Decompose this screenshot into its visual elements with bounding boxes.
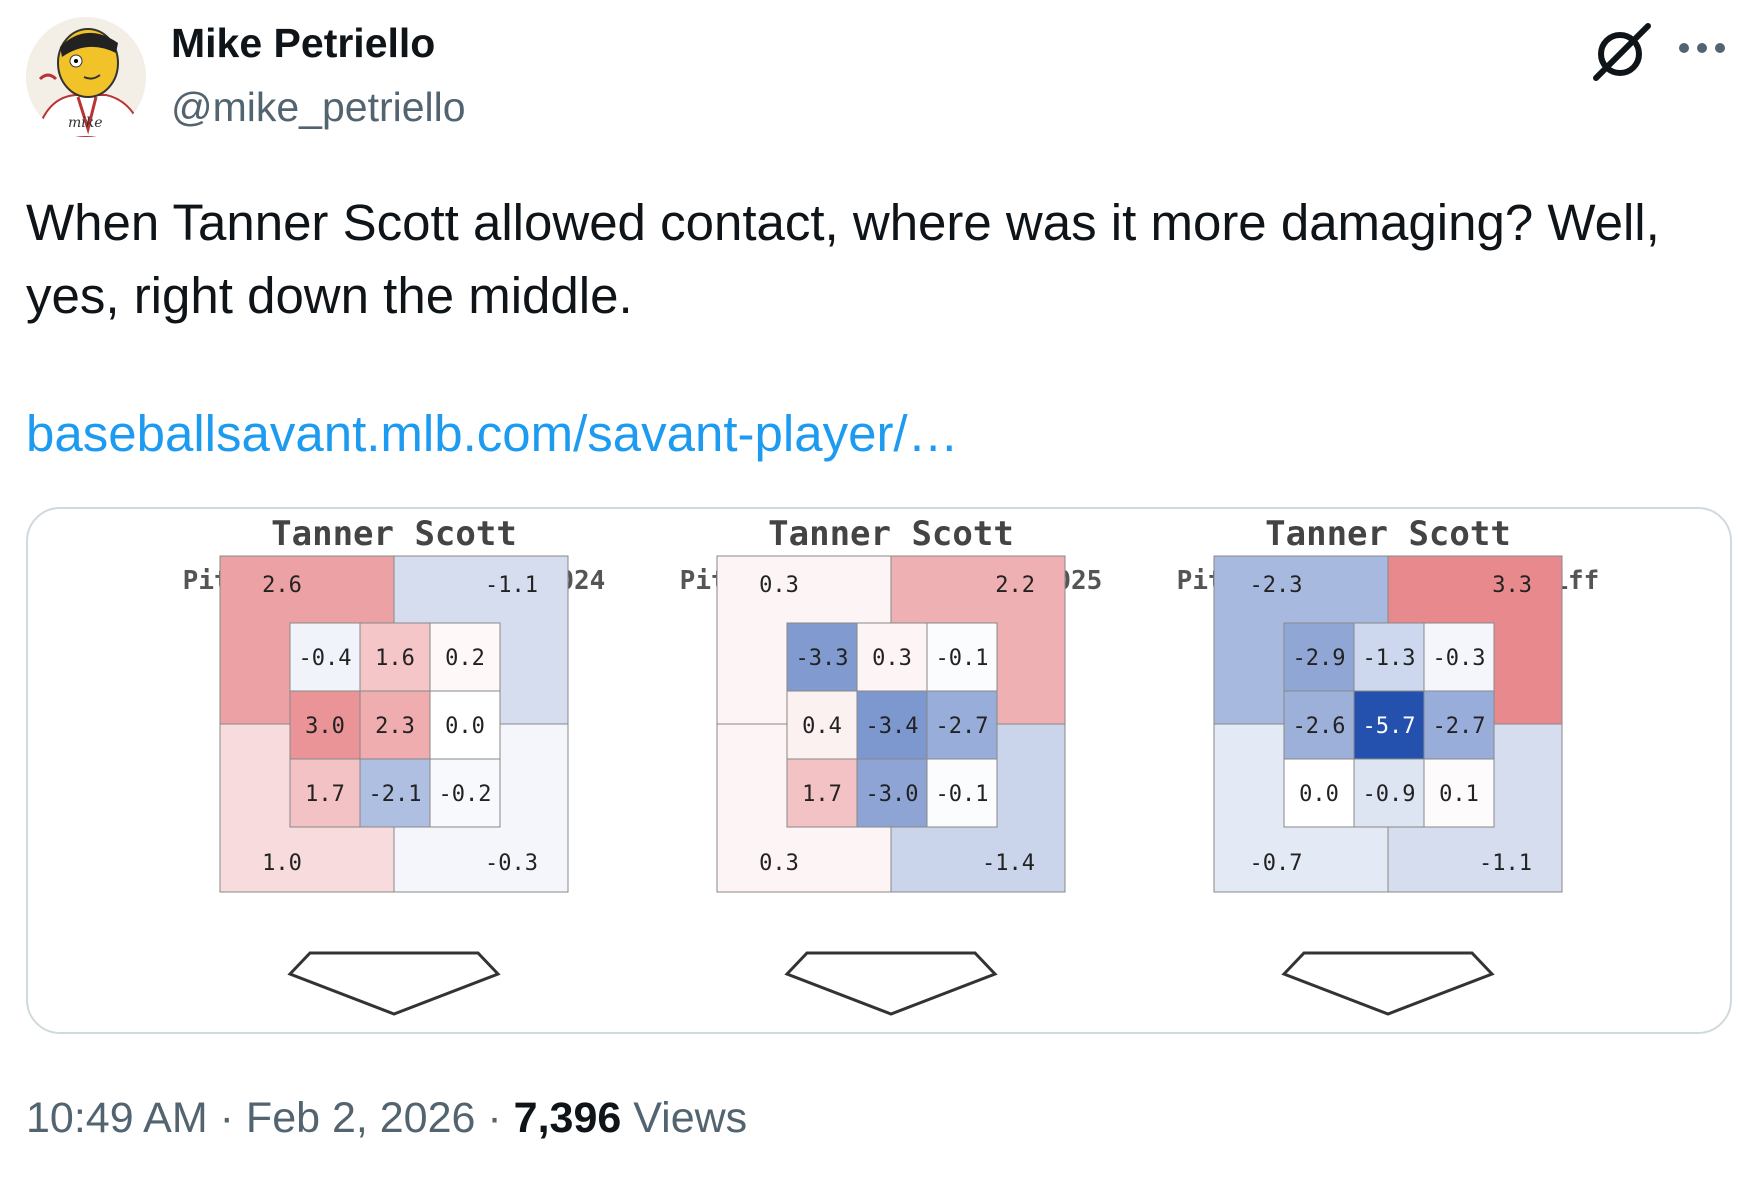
outer-zone-label: -1.1 [485, 573, 538, 598]
home-plate-icon [784, 951, 998, 1016]
inner-zone-label: -3.3 [796, 646, 849, 671]
outer-zone-label: -0.3 [485, 851, 538, 876]
home-plate-icon [287, 951, 501, 1016]
inner-zone-cell [359, 622, 431, 692]
outer-zone-label: 2.2 [995, 573, 1035, 598]
views-count: 7,396 [513, 1094, 622, 1142]
tweet-time[interactable]: 10:49 AM [26, 1094, 208, 1142]
tweet-link[interactable]: baseballsavant.mlb.com/savant-player/… [26, 405, 959, 462]
inner-zone-label: -0.2 [439, 782, 492, 807]
tweet-meta: 10:49 AM · Feb 2, 2026 · 7,396 Views [26, 1094, 747, 1143]
inner-zone-label: -0.3 [1433, 646, 1486, 671]
outer-zone-label: 2.6 [262, 573, 302, 598]
inner-zone-cell [926, 690, 998, 760]
outer-zone-label: -1.1 [1479, 851, 1532, 876]
chart-title: Tanner Scott [1265, 514, 1511, 554]
inner-zone-label: 0.0 [1299, 782, 1339, 807]
inner-zone-label: -0.4 [299, 646, 352, 671]
inner-zone-cell [1283, 622, 1355, 692]
inner-zone-cell [1353, 758, 1425, 828]
inner-zone-cell [289, 622, 361, 692]
outer-zone-label: -2.3 [1250, 573, 1303, 598]
chart-title: Tanner Scott [271, 514, 517, 554]
tweet-text-line-2: yes, right down the middle. [26, 267, 633, 324]
inner-zone-cell [1423, 758, 1495, 828]
inner-zone-label: 1.7 [305, 782, 345, 807]
inner-zone-label: -5.7 [1363, 714, 1416, 739]
inner-zone-label: -2.7 [1433, 714, 1486, 739]
inner-zone-label: 1.6 [375, 646, 415, 671]
inner-zone-label: 0.3 [872, 646, 912, 671]
inner-zone-label: -0.1 [936, 646, 989, 671]
tweet-text-line-1: When Tanner Scott allowed contact, where… [26, 194, 1660, 251]
inner-zone-label: -2.7 [936, 714, 989, 739]
inner-zone-label: 0.0 [445, 714, 485, 739]
inner-zone-label: -0.1 [936, 782, 989, 807]
media-card[interactable]: Tanner ScottPitcher RV (Contact) - 20242… [26, 507, 1732, 1034]
avatar-signature: mike [68, 115, 103, 131]
outer-zone-label: 0.3 [759, 573, 799, 598]
inner-zone-label: -2.9 [1293, 646, 1346, 671]
meta-separator: · [219, 1094, 234, 1142]
inner-zone-cell [429, 622, 501, 692]
inner-zone-label: -2.1 [369, 782, 422, 807]
inner-zone-label: 3.0 [305, 714, 345, 739]
inner-zone-label: 1.7 [802, 782, 842, 807]
outer-zone-label: 0.3 [759, 851, 799, 876]
inner-zone-cell [289, 690, 361, 760]
tweet-date[interactable]: Feb 2, 2026 [245, 1094, 476, 1142]
tweet-text: When Tanner Scott allowed contact, where… [26, 186, 1726, 332]
inner-zone-cell [926, 758, 998, 828]
inner-zone-cell [359, 690, 431, 760]
inner-zone-cell [1423, 622, 1495, 692]
inner-zone-label: -0.9 [1363, 782, 1416, 807]
avatar-illustration: mike [26, 17, 146, 137]
inner-zone-label: 0.4 [802, 714, 842, 739]
views-label: Views [633, 1094, 748, 1142]
inner-zone-cell [429, 758, 501, 828]
inner-zone-cell [1423, 690, 1495, 760]
inner-zone-label: -3.0 [866, 782, 919, 807]
home-plate-icon [1281, 951, 1495, 1016]
grok-icon[interactable] [1590, 20, 1654, 84]
inner-zone-label: 2.3 [375, 714, 415, 739]
inner-zone-cell [1353, 622, 1425, 692]
outer-zone-label: -0.7 [1250, 851, 1303, 876]
inner-zone-cell [856, 758, 928, 828]
outer-zone-label: 3.3 [1492, 573, 1532, 598]
inner-zone-label: 0.1 [1439, 782, 1479, 807]
heatmap-figure: Tanner ScottPitcher RV (Contact) - 20242… [183, 514, 1599, 1016]
inner-zone-cell [856, 622, 928, 692]
inner-zone-cell [786, 690, 858, 760]
inner-zone-cell [359, 758, 431, 828]
inner-zone-label: -1.3 [1363, 646, 1416, 671]
author-handle[interactable]: @mike_petriello [171, 84, 466, 130]
inner-zone-cell [429, 690, 501, 760]
inner-zone-label: 0.2 [445, 646, 485, 671]
inner-zone-label: -2.6 [1293, 714, 1346, 739]
more-dots-icon[interactable] [1674, 20, 1730, 76]
outer-zone-label: 1.0 [262, 851, 302, 876]
inner-zone-cell [1283, 690, 1355, 760]
outer-zone-label: -1.4 [982, 851, 1035, 876]
avatar[interactable]: mike [26, 17, 146, 137]
chart-title: Tanner Scott [768, 514, 1014, 554]
meta-separator: · [487, 1094, 502, 1142]
inner-zone-label: -3.4 [866, 714, 919, 739]
inner-zone-cell [1283, 758, 1355, 828]
author-display-name[interactable]: Mike Petriello [171, 20, 436, 66]
